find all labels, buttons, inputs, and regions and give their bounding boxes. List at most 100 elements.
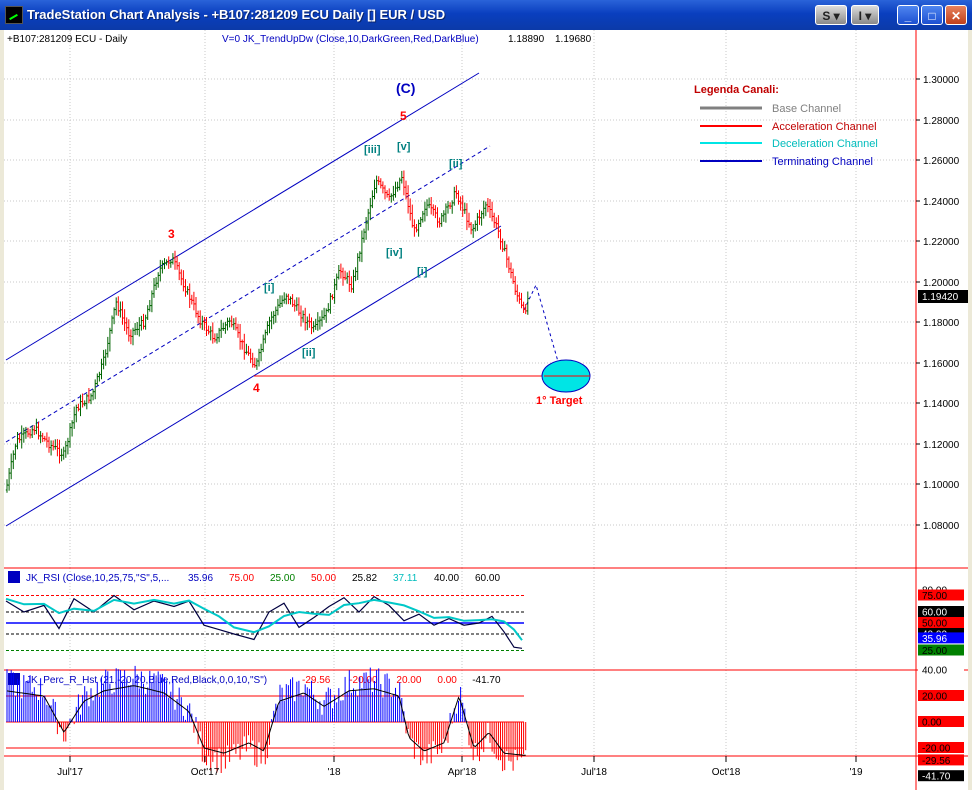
rsi-axis-label: 60.00 bbox=[922, 608, 947, 619]
last-price-label: 1.19420 bbox=[922, 292, 959, 303]
header-value: 40.00 bbox=[434, 573, 459, 584]
percr-axis-badge bbox=[918, 742, 964, 753]
rsi-axis-label: 50.00 bbox=[922, 619, 947, 630]
price-tick-label: 1.10000 bbox=[923, 480, 960, 491]
price-bars bbox=[5, 170, 529, 493]
legend-label-base: Base Channel bbox=[772, 103, 841, 115]
chart-canvas[interactable]: +B107:281209 ECU - Daily V=0 JK_TrendUpD… bbox=[4, 30, 968, 790]
indicator-value-1: 1.18890 bbox=[508, 34, 545, 45]
legend-item-acceleration: Acceleration Channel bbox=[700, 121, 877, 133]
date-tick-label: Jul'17 bbox=[57, 767, 83, 778]
wave-label-iii: [iii] bbox=[364, 144, 381, 156]
date-tick-label: Jul'18 bbox=[581, 767, 607, 778]
legend-title: Legenda Canali: bbox=[694, 84, 779, 96]
legend-label-terminating: Terminating Channel bbox=[772, 156, 873, 168]
rsi-indicator-icon[interactable] bbox=[8, 571, 20, 583]
indicator-label: V=0 JK_TrendUpDw (Close,10,DarkGreen,Red… bbox=[222, 34, 479, 45]
header-value: 0.00 bbox=[437, 675, 457, 686]
close-button[interactable]: ✕ bbox=[945, 5, 967, 25]
header-value: 35.96 bbox=[188, 573, 213, 584]
price-tick-label: 1.14000 bbox=[923, 399, 960, 410]
date-tick-label: Apr'18 bbox=[448, 767, 477, 778]
legend-label-acceleration: Acceleration Channel bbox=[772, 121, 877, 133]
percr-axis-badge bbox=[918, 664, 964, 675]
chart-grid bbox=[4, 30, 916, 756]
header-value: 25.00 bbox=[270, 573, 295, 584]
wave-label-ii-left: [ii] bbox=[302, 347, 316, 359]
wave-label-ii-top: [ii] bbox=[449, 158, 463, 170]
date-tick-label: '18 bbox=[327, 767, 340, 778]
maximize-button[interactable]: □ bbox=[921, 5, 943, 25]
first-target-label: 1° Target bbox=[536, 395, 583, 407]
percr-indicator-icon[interactable] bbox=[8, 673, 20, 685]
percr-histogram bbox=[6, 665, 527, 773]
price-tick-label: 1.20000 bbox=[923, 278, 960, 289]
upper-terminating-channel bbox=[5, 72, 480, 361]
projection-path bbox=[523, 283, 560, 366]
legend-item-base: Base Channel bbox=[700, 103, 841, 115]
date-tick-label: Oct'17 bbox=[191, 767, 220, 778]
header-value: 75.00 bbox=[229, 573, 254, 584]
percr-axis-badge bbox=[918, 690, 964, 701]
price-tick-label: 1.08000 bbox=[923, 521, 960, 532]
wave-label-3: 3 bbox=[168, 227, 175, 241]
date-axis: Jul'17 Oct'17 '18 Apr'18 Jul'18 Oct'18 '19 bbox=[57, 756, 863, 778]
percr-axis-label: -29.56 bbox=[922, 756, 951, 767]
header-value: -41.70 bbox=[472, 675, 501, 686]
wave-label-iv: [iv] bbox=[386, 247, 403, 259]
percr-axis-label: 20.00 bbox=[922, 692, 947, 703]
rsi-signal-line bbox=[5, 597, 523, 641]
wave-label-v: [v] bbox=[397, 141, 411, 153]
tradestation-app-icon[interactable] bbox=[5, 6, 23, 24]
wave-label-5: 5 bbox=[400, 109, 407, 123]
header-value: -29.56 bbox=[302, 675, 331, 686]
rsi-plot bbox=[5, 594, 524, 651]
s-menu-button[interactable]: S ▾ bbox=[815, 5, 847, 25]
header-value: 60.00 bbox=[475, 573, 500, 584]
legend-label-deceleration: Deceleration Channel bbox=[772, 138, 878, 150]
percr-axis: 40.00 20.00 0.00 -20.00-29.56 -41.70 bbox=[918, 664, 964, 783]
mid-channel-dashed bbox=[5, 145, 491, 443]
header-value: 50.00 bbox=[311, 573, 336, 584]
header-value: 37.11 bbox=[393, 573, 418, 584]
lower-terminating-channel bbox=[5, 225, 502, 527]
price-tick-label: 1.22000 bbox=[923, 237, 960, 248]
rsi-axis-badge bbox=[918, 617, 964, 628]
percr-average-line bbox=[6, 685, 526, 756]
percr-axis-label: -41.70 bbox=[922, 772, 951, 783]
chart-area[interactable]: +B107:281209 ECU - Daily V=0 JK_TrendUpD… bbox=[4, 30, 968, 790]
i-menu-button[interactable]: I ▾ bbox=[851, 5, 879, 25]
wave-label-c: (C) bbox=[396, 80, 415, 96]
percr-axis-label: -20.00 bbox=[922, 744, 951, 755]
rsi-axis-badge bbox=[918, 606, 964, 617]
window-title: TradeStation Chart Analysis - +B107:2812… bbox=[27, 7, 446, 22]
rsi-axis-badge bbox=[918, 589, 964, 601]
rsi-line bbox=[5, 594, 523, 649]
price-tick-label: 1.26000 bbox=[923, 156, 960, 167]
minimize-button[interactable]: _ bbox=[897, 5, 919, 25]
percr-axis-label: 0.00 bbox=[922, 718, 942, 729]
rsi-axis-label: 35.96 bbox=[922, 634, 947, 645]
percr-header-values: -29.56 -20.00 20.00 0.00 -41.70 bbox=[302, 675, 501, 686]
price-tick-label: 1.24000 bbox=[923, 197, 960, 208]
percr-axis-badge bbox=[918, 716, 964, 727]
date-tick-label: Oct'18 bbox=[712, 767, 741, 778]
price-tick-label: 1.30000 bbox=[923, 75, 960, 86]
header-value: 20.00 bbox=[396, 675, 421, 686]
symbol-label: +B107:281209 ECU - Daily bbox=[7, 34, 127, 45]
date-tick-label: '19 bbox=[849, 767, 862, 778]
last-price-badge bbox=[918, 290, 968, 303]
window-titlebar: TradeStation Chart Analysis - +B107:2812… bbox=[0, 0, 972, 30]
rsi-header-values: 35.96 75.00 25.00 50.00 25.82 37.11 40.00 60.00 bbox=[188, 573, 500, 584]
percr-header-name: JK_Perc_R_Hst (21,-20,20,Blue,Red,Black,… bbox=[26, 675, 267, 686]
wave-label-i-bottom: [i] bbox=[417, 266, 428, 278]
rsi-axis-label: 75.00 bbox=[922, 591, 947, 602]
indicator-value-2: 1.19680 bbox=[555, 34, 592, 45]
rsi-header-name: JK_RSI (Close,10,25,75,"S",5,... bbox=[26, 573, 169, 584]
percr-axis-badge bbox=[918, 770, 964, 782]
wave-label-i-left: [i] bbox=[264, 282, 275, 294]
rsi-axis-badge bbox=[918, 632, 964, 644]
percr-axis-badge bbox=[918, 754, 964, 766]
price-tick-label: 1.18000 bbox=[923, 318, 960, 329]
